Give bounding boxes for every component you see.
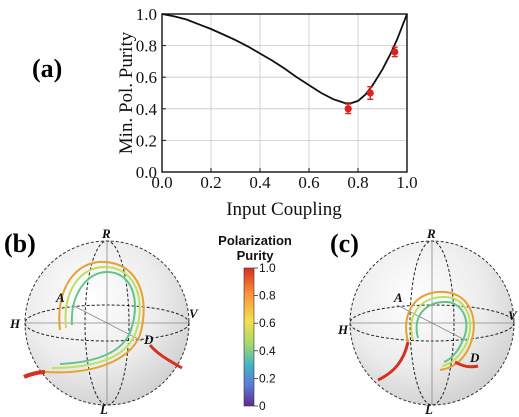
trajectory-end bbox=[377, 341, 410, 382]
trajectory bbox=[59, 270, 136, 365]
y-tick-label: 0.4 bbox=[136, 100, 158, 119]
colorbar-tick-label: 0.4 bbox=[259, 344, 276, 358]
label-h: H bbox=[337, 322, 349, 337]
label-v: V bbox=[508, 308, 518, 323]
data-point bbox=[391, 46, 399, 58]
colorbar-ticks: 1.0 0.8 0.6 0.4 0.2 0 bbox=[254, 261, 276, 413]
y-axis-label: Min. Pol. Purity bbox=[116, 31, 137, 154]
ticks-a: 0.0 0.2 0.4 0.6 0.8 1.0 0.0 0.2 0.4 0.6 0.8 1.0 bbox=[136, 5, 418, 192]
data-marker bbox=[391, 48, 399, 56]
label-d: D bbox=[143, 332, 154, 347]
data-points-a bbox=[344, 46, 399, 115]
x-tick-label: 0.4 bbox=[249, 173, 271, 192]
x-tick-label: 0.0 bbox=[151, 173, 172, 192]
theory-curve bbox=[161, 13, 408, 105]
label-v: V bbox=[189, 306, 199, 321]
label-a: A bbox=[55, 290, 65, 305]
colorbar-tick-label: 0.8 bbox=[259, 289, 276, 303]
panel-label-a: (a) bbox=[32, 54, 62, 83]
x-tick-label: 0.2 bbox=[200, 173, 221, 192]
panel-label-c: (c) bbox=[330, 229, 359, 258]
axis-s2 bbox=[71, 304, 143, 342]
trajectory-end bbox=[148, 344, 183, 370]
label-d: D bbox=[469, 350, 480, 365]
trajectory bbox=[51, 265, 141, 369]
plot-a: 0.0 0.2 0.4 0.6 0.8 1.0 0.0 0.2 0.4 0.6 0.8 1.0 Inp… bbox=[116, 5, 418, 220]
y-tick-label: 0.0 bbox=[136, 163, 157, 182]
poincare-sphere-b: R L H V A D bbox=[9, 226, 199, 417]
colorbar-tick-label: 0.2 bbox=[259, 371, 276, 385]
trajectory bbox=[44, 260, 145, 374]
panel-label-b: (b) bbox=[4, 229, 36, 258]
trajectory bbox=[415, 300, 468, 363]
label-r: R bbox=[426, 226, 436, 241]
colorbar-title-line2: Purity bbox=[237, 248, 275, 263]
label-l: L bbox=[99, 402, 108, 417]
data-marker bbox=[366, 89, 374, 97]
colorbar: Polarization Purity 1.0 0.8 0.6 0.4 0.2 0 bbox=[218, 233, 292, 413]
trajectory bbox=[410, 295, 471, 367]
y-tick-label: 0.2 bbox=[136, 131, 157, 150]
x-tick-label: 0.8 bbox=[347, 173, 368, 192]
y-tick-label: 0.6 bbox=[136, 68, 157, 87]
y-tick-label: 1.0 bbox=[136, 5, 157, 24]
plot-a-frame bbox=[161, 13, 408, 173]
grid-a bbox=[162, 14, 407, 172]
data-point bbox=[344, 103, 352, 115]
colorbar-tick-label: 1.0 bbox=[259, 261, 276, 275]
x-axis-label: Input Coupling bbox=[226, 199, 342, 220]
x-tick-label: 1.0 bbox=[396, 173, 417, 192]
trajectory-end bbox=[23, 370, 46, 379]
poincare-sphere-c: R L H V A D bbox=[337, 226, 518, 417]
x-tick-label: 0.6 bbox=[298, 173, 319, 192]
data-point bbox=[366, 85, 374, 101]
colorbar-title-line1: Polarization bbox=[218, 233, 292, 248]
label-a: A bbox=[393, 290, 403, 305]
label-l: L bbox=[424, 402, 433, 417]
trajectory-end bbox=[454, 360, 479, 369]
trajectory bbox=[405, 290, 475, 371]
colorbar-tick-label: 0.6 bbox=[259, 316, 276, 330]
data-marker bbox=[344, 105, 352, 113]
y-tick-label: 0.8 bbox=[136, 37, 157, 56]
label-h: H bbox=[9, 316, 21, 331]
label-r: R bbox=[101, 226, 111, 241]
colorbar-gradient bbox=[243, 267, 255, 407]
colorbar-tick-label: 0 bbox=[259, 399, 266, 413]
